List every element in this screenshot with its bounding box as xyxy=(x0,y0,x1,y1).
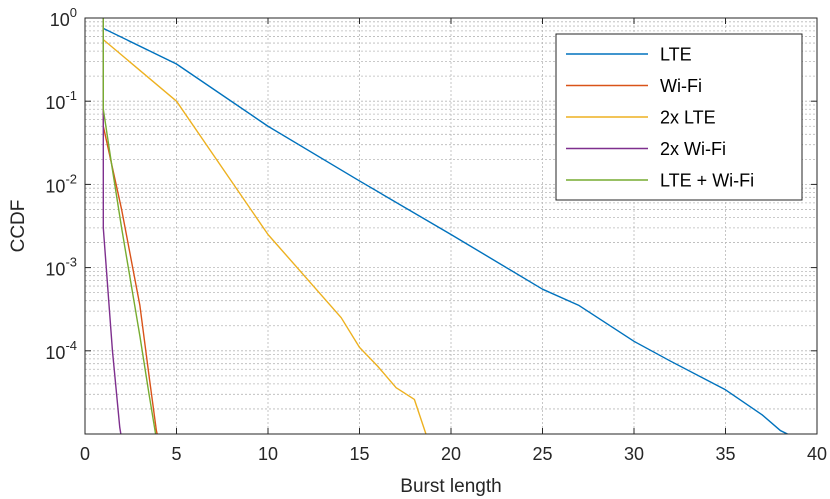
x-tick-label: 30 xyxy=(624,444,644,464)
y-tick-label: 10-2 xyxy=(45,171,77,196)
legend-entry-label: 2x Wi-Fi xyxy=(660,139,726,159)
x-tick-label: 25 xyxy=(532,444,552,464)
x-tick-labels: 0 5 10 15 20 25 30 35 40 xyxy=(80,444,827,464)
legend-entry-label: LTE + Wi-Fi xyxy=(660,171,754,191)
series-line-lte xyxy=(102,27,790,434)
legend-entry-label: 2x LTE xyxy=(660,108,716,128)
x-tick-label: 10 xyxy=(258,444,278,464)
legend-entry-label: LTE xyxy=(660,45,692,65)
axis-ticks xyxy=(84,17,818,434)
x-axis-label: Burst length xyxy=(400,476,501,497)
y-tick-label: 10-3 xyxy=(45,255,77,280)
x-tick-label: 15 xyxy=(349,444,369,464)
series-line-lte-wi-fi xyxy=(102,18,157,434)
y-tick-label: 10-1 xyxy=(45,88,77,113)
y-tick-label: 100 xyxy=(50,5,77,30)
y-tick-labels: 100 10-1 10-2 10-3 10-4 xyxy=(45,5,77,363)
x-tick-label: 20 xyxy=(441,444,461,464)
series-line-2x-lte xyxy=(102,18,427,434)
legend: LTE Wi-Fi 2x LTE 2x Wi-Fi LTE + Wi-Fi xyxy=(555,33,803,201)
grid xyxy=(85,18,817,434)
x-tick-label: 0 xyxy=(80,444,90,464)
legend-entry-label: Wi-Fi xyxy=(660,76,702,96)
y-tick-label: 10-4 xyxy=(45,338,77,363)
series-line-2x-wi-fi xyxy=(102,18,122,434)
x-tick-label: 5 xyxy=(171,444,181,464)
x-tick-label: 40 xyxy=(807,444,827,464)
x-tick-label: 35 xyxy=(715,444,735,464)
series-lines xyxy=(102,18,790,434)
y-axis-label: CCDF xyxy=(8,200,29,253)
